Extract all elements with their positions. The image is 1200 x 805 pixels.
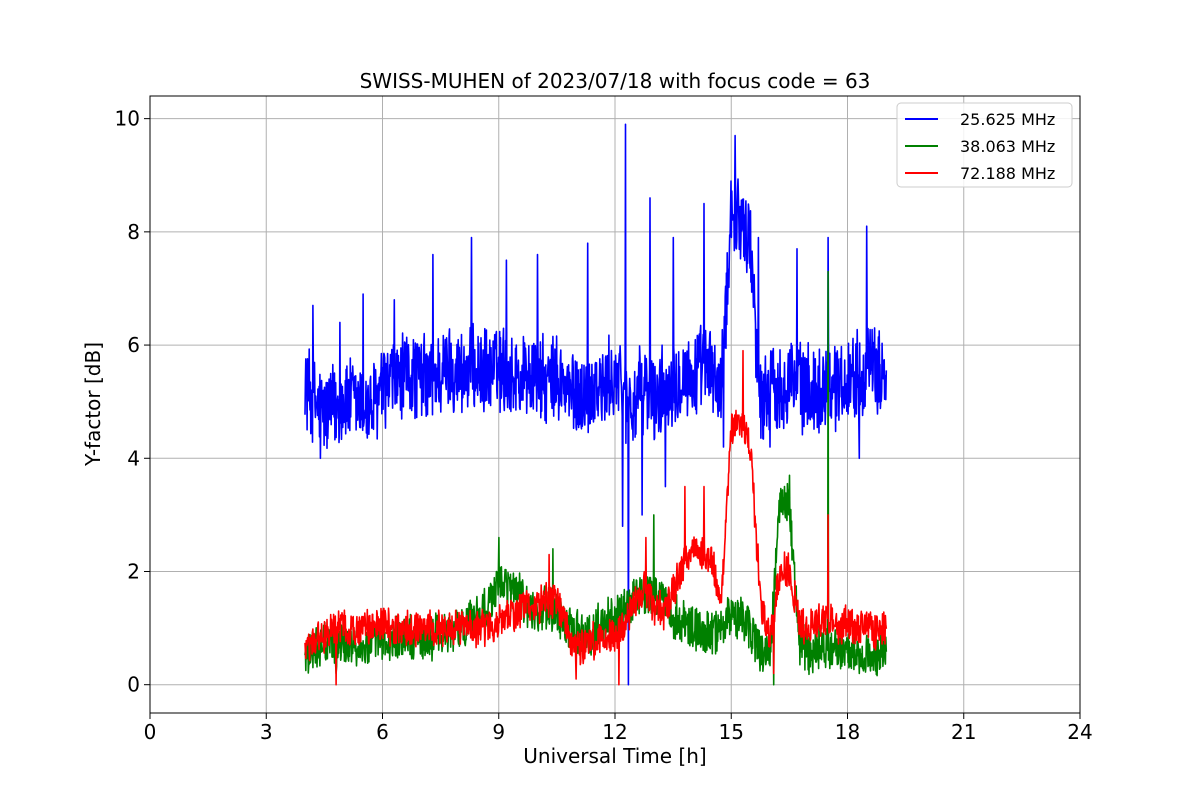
x-tick-label-1: 3 [260, 720, 273, 744]
x-tick-label-4: 12 [602, 720, 627, 744]
chart-title: SWISS-MUHEN of 2023/07/18 with focus cod… [360, 69, 871, 93]
x-tick-label-2: 6 [376, 720, 389, 744]
legend-box [896, 102, 1073, 188]
y-tick-label-0: 0 [127, 673, 140, 697]
series-2-line [304, 349, 888, 686]
legend-label-1: 38.063 MHz [960, 137, 1055, 156]
series-layer [304, 123, 888, 686]
y-tick-label-2: 4 [127, 446, 140, 470]
y-tick-label-1: 2 [127, 559, 140, 583]
x-tick-label-7: 21 [951, 720, 976, 744]
y-tick-label-5: 10 [115, 107, 140, 131]
y-tick-label-4: 8 [127, 220, 140, 244]
x-tick-label-6: 18 [835, 720, 860, 744]
series-0-group [304, 123, 888, 686]
x-tick-label-3: 9 [492, 720, 505, 744]
series-2-group [304, 349, 888, 686]
x-tick-label-8: 24 [1067, 720, 1092, 744]
x-tick-label-5: 15 [719, 720, 744, 744]
legend-label-0: 25.625 MHz [960, 110, 1055, 129]
x-tick-label-0: 0 [144, 720, 157, 744]
y-axis-label: Y-factor [dB] [81, 342, 105, 467]
legend: 25.625 MHz 38.063 MHz 72.188 MHz [896, 102, 1073, 188]
series-0-line [304, 123, 888, 686]
y-tick-label-3: 6 [127, 333, 140, 357]
x-axis-label: Universal Time [h] [523, 744, 706, 768]
legend-label-2: 72.188 MHz [960, 164, 1055, 183]
